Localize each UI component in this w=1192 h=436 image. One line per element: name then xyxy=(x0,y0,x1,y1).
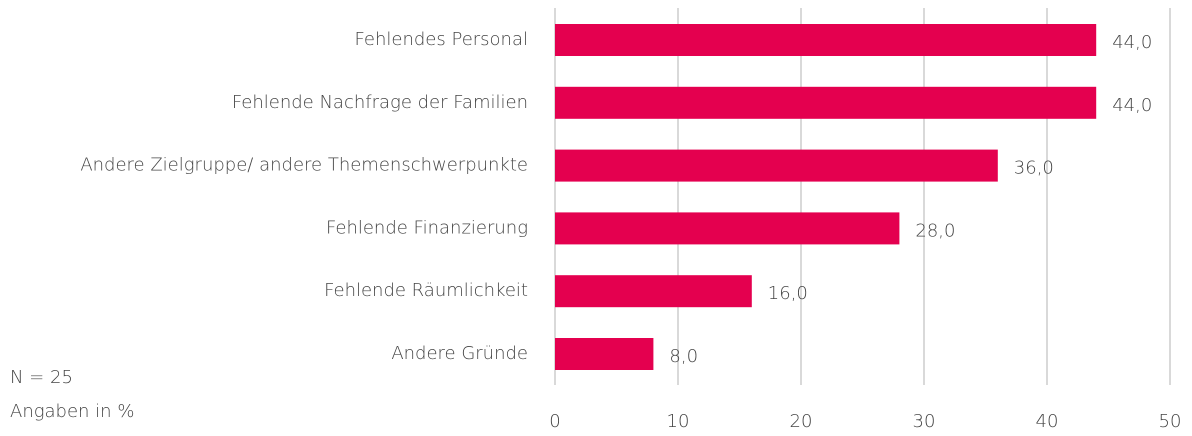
x-tick-label: 20 xyxy=(790,411,813,432)
value-label: 16,0 xyxy=(768,283,808,304)
bar xyxy=(555,149,998,182)
value-label: 8,0 xyxy=(669,346,698,367)
bar xyxy=(555,338,654,370)
y-tick-label: Andere Zielgruppe/ andere Themenschwerpu… xyxy=(80,155,528,176)
x-tick-label: 0 xyxy=(549,411,560,432)
value-label: 28,0 xyxy=(915,220,955,241)
x-tick-label: 30 xyxy=(913,411,936,432)
y-tick-label: Fehlende Räumlichkeit xyxy=(324,280,528,301)
x-tick-label: 10 xyxy=(667,411,690,432)
bar xyxy=(555,86,1097,119)
y-tick-label: Andere Gründe xyxy=(391,343,528,364)
note: N = 25 xyxy=(10,367,73,388)
value-label: 36,0 xyxy=(1014,158,1054,179)
bar xyxy=(555,212,900,245)
x-tick-label: 40 xyxy=(1036,411,1059,432)
y-tick-label: Fehlende Finanzierung xyxy=(326,217,528,238)
bar xyxy=(555,24,1097,56)
value-label: 44,0 xyxy=(1112,95,1152,116)
value-label: 44,0 xyxy=(1112,32,1152,53)
y-tick-label: Fehlende Nachfrage der Familien xyxy=(232,92,528,113)
x-tick-label: 50 xyxy=(1159,411,1182,432)
y-tick-label: Fehlendes Personal xyxy=(355,29,528,50)
bar xyxy=(555,275,752,308)
note: Angaben in % xyxy=(10,401,134,422)
